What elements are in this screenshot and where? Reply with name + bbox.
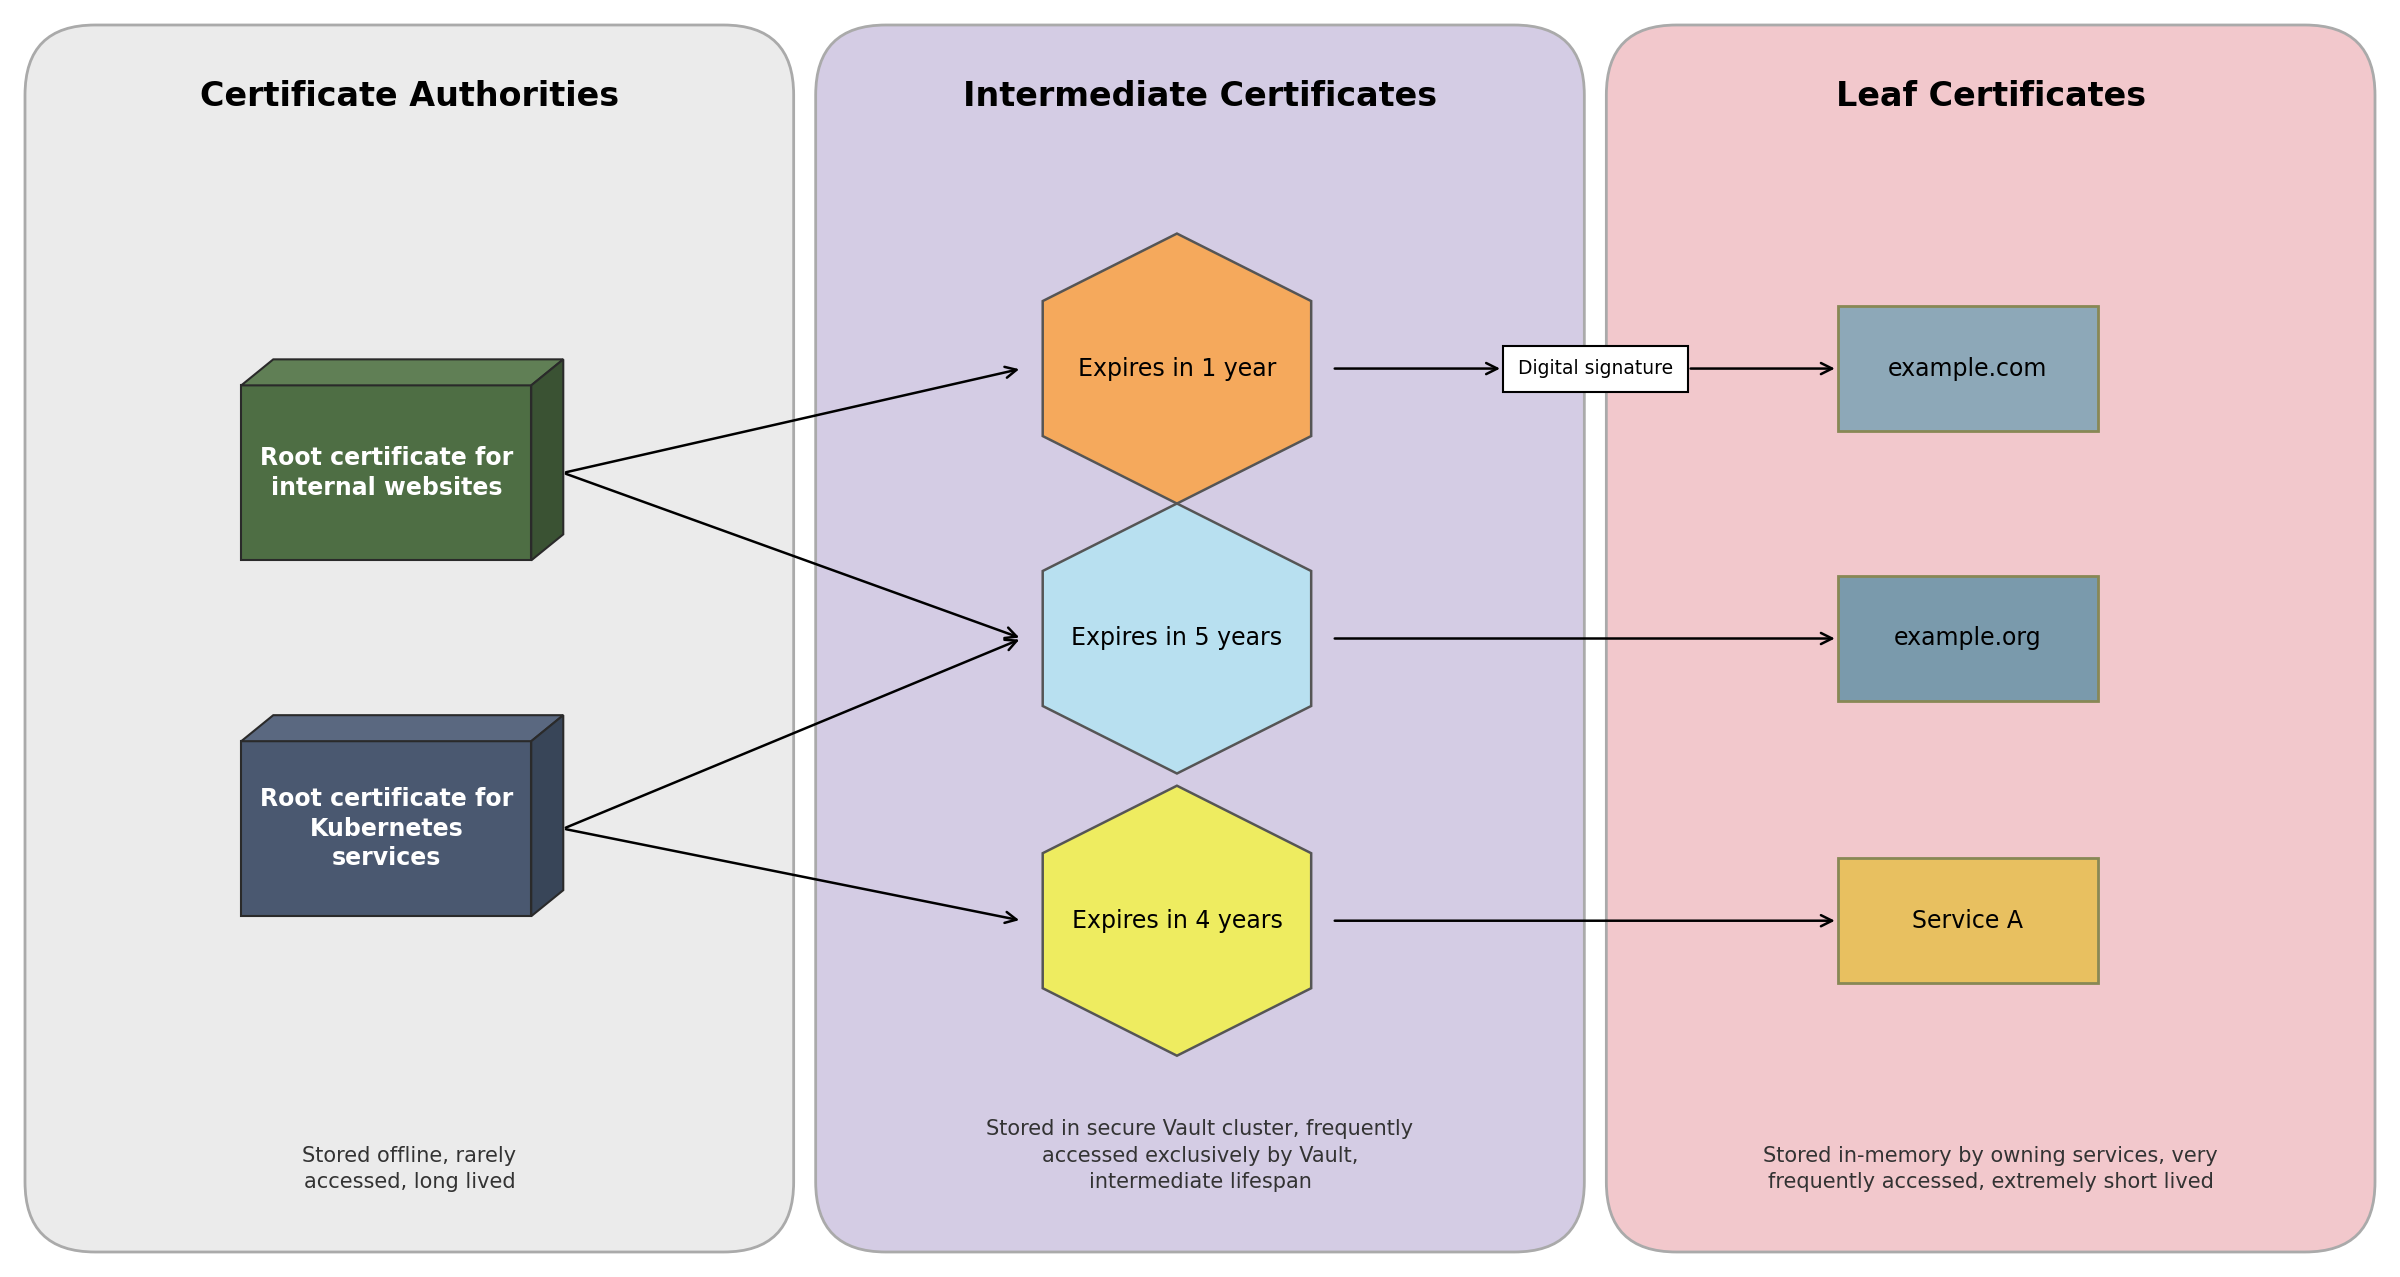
Text: Expires in 5 years: Expires in 5 years: [1070, 627, 1282, 650]
Polygon shape: [530, 715, 564, 916]
Text: Stored offline, rarely
accessed, long lived: Stored offline, rarely accessed, long li…: [302, 1145, 516, 1191]
Text: Stored in-memory by owning services, very
frequently accessed, extremely short l: Stored in-memory by owning services, ver…: [1764, 1145, 2218, 1191]
Text: Root certificate for
Kubernetes
services: Root certificate for Kubernetes services: [259, 787, 514, 871]
Text: Stored in secure Vault cluster, frequently
accessed exclusively by Vault,
interm: Stored in secure Vault cluster, frequent…: [986, 1119, 1414, 1191]
Polygon shape: [242, 359, 564, 386]
Text: Leaf Certificates: Leaf Certificates: [1836, 80, 2146, 112]
Text: Expires in 4 years: Expires in 4 years: [1070, 909, 1282, 932]
Polygon shape: [530, 359, 564, 561]
Polygon shape: [1042, 785, 1310, 1056]
FancyBboxPatch shape: [1838, 306, 2098, 432]
Polygon shape: [1042, 234, 1310, 503]
FancyBboxPatch shape: [1606, 26, 2376, 1251]
FancyBboxPatch shape: [1502, 346, 1687, 392]
Text: Expires in 1 year: Expires in 1 year: [1078, 356, 1277, 381]
Text: Certificate Authorities: Certificate Authorities: [199, 80, 619, 112]
Text: Service A: Service A: [1913, 909, 2023, 932]
Text: example.org: example.org: [1894, 627, 2042, 650]
Text: example.com: example.com: [1889, 356, 2047, 381]
FancyBboxPatch shape: [816, 26, 1584, 1251]
Text: Intermediate Certificates: Intermediate Certificates: [962, 80, 1438, 112]
Text: Root certificate for
internal websites: Root certificate for internal websites: [259, 446, 514, 499]
FancyBboxPatch shape: [1838, 576, 2098, 701]
Polygon shape: [242, 715, 564, 741]
FancyBboxPatch shape: [24, 26, 794, 1251]
FancyBboxPatch shape: [1838, 858, 2098, 983]
Polygon shape: [242, 741, 530, 916]
Text: Digital signature: Digital signature: [1517, 359, 1673, 378]
Polygon shape: [242, 386, 530, 561]
Polygon shape: [1042, 503, 1310, 774]
